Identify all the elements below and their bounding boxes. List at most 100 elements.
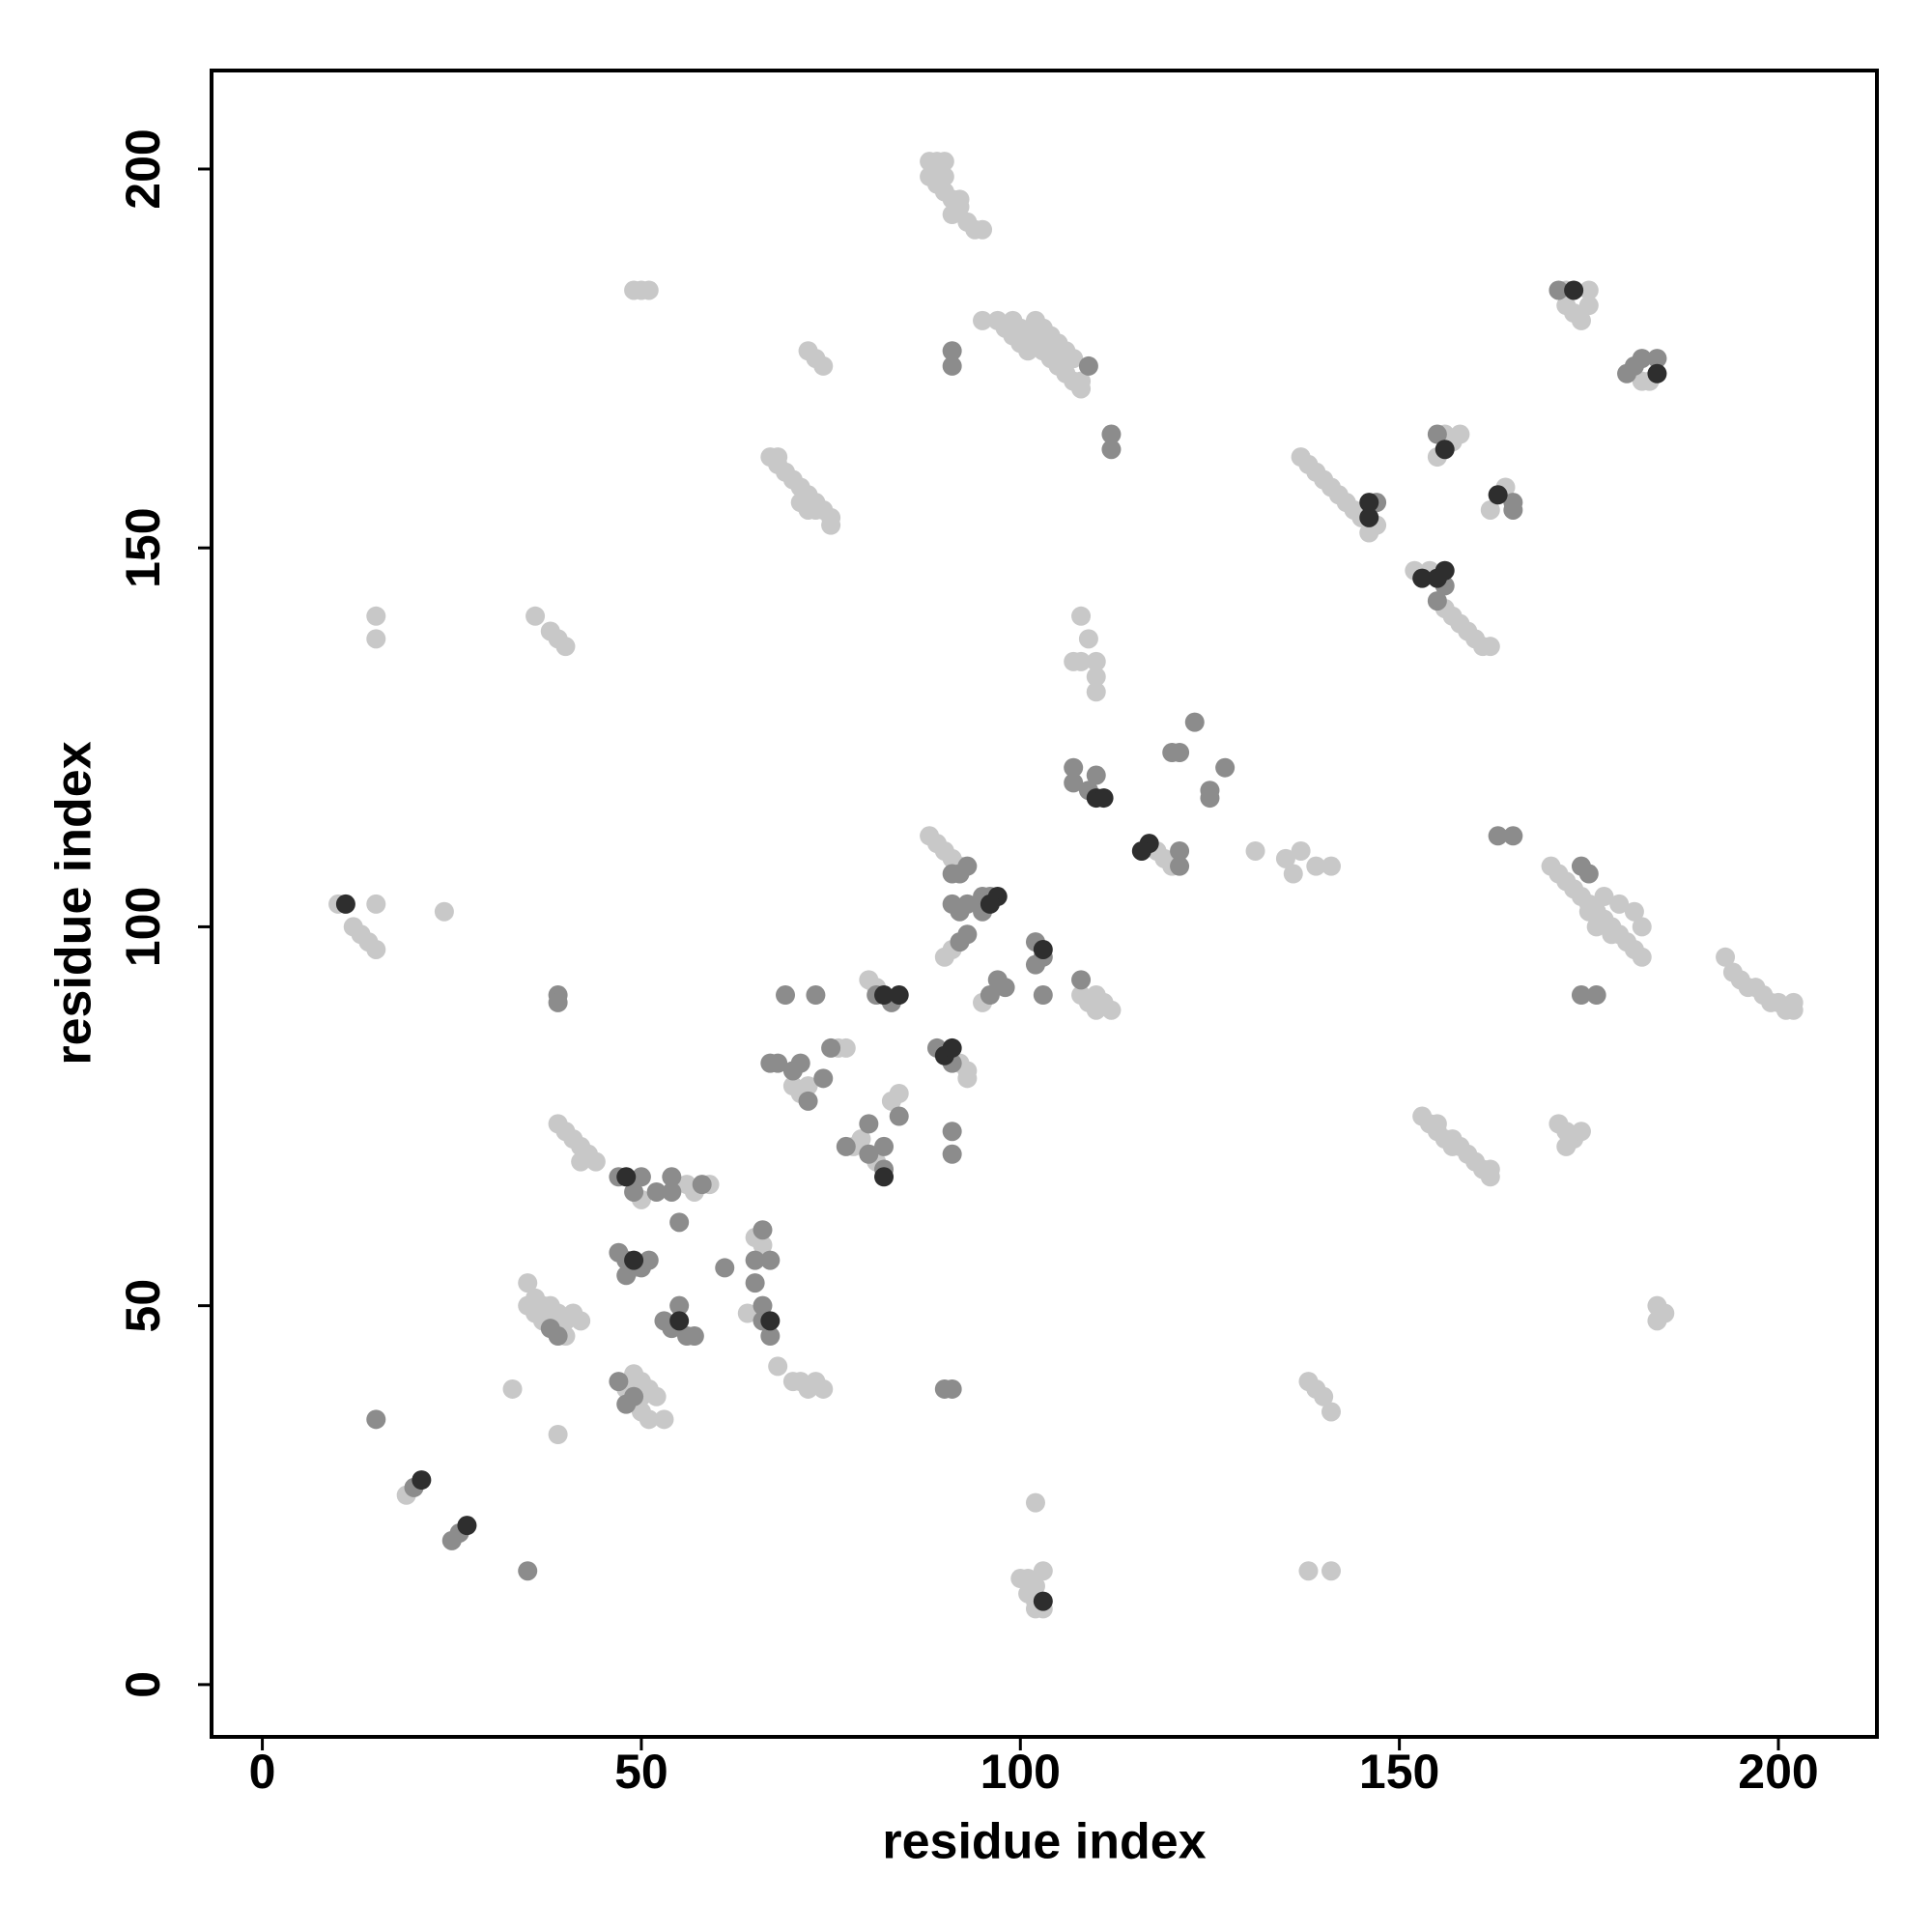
contact-point — [813, 355, 834, 376]
contact-point — [692, 1175, 712, 1195]
contact-point — [1064, 349, 1084, 369]
contact-point — [1071, 651, 1092, 671]
contact-point — [624, 1250, 644, 1270]
contact-point — [624, 1181, 644, 1202]
contact-point — [889, 1106, 909, 1126]
contact-point — [1427, 591, 1447, 611]
contact-point — [973, 219, 993, 240]
y-tick-label: 150 — [116, 507, 170, 587]
contact-point — [1101, 440, 1122, 460]
contact-point — [934, 166, 954, 186]
contact-point — [1064, 757, 1084, 778]
contact-point — [753, 1235, 773, 1255]
contact-point — [1564, 280, 1584, 300]
contact-point — [1071, 970, 1092, 990]
contact-point — [1291, 840, 1311, 861]
contact-point — [669, 1212, 690, 1233]
contact-point — [1101, 1000, 1122, 1020]
contact-point — [798, 1091, 818, 1111]
contact-point — [1632, 371, 1652, 391]
contact-point — [1245, 840, 1265, 861]
contact-point — [760, 1311, 781, 1331]
contact-point — [973, 310, 993, 330]
contact-point — [1025, 1492, 1045, 1513]
contact-point — [934, 947, 954, 967]
contact-point — [806, 985, 826, 1006]
y-axis-title: residue index — [46, 741, 102, 1065]
contact-point — [1435, 560, 1455, 581]
contact-point — [548, 992, 568, 1012]
contact-point — [548, 1326, 568, 1347]
contact-point — [950, 932, 970, 952]
contact-point — [1071, 606, 1092, 626]
contact-point — [335, 894, 355, 914]
contact-point — [1086, 667, 1106, 687]
contact-point — [980, 894, 1000, 914]
contact-point — [571, 1151, 591, 1172]
contact-point — [745, 1250, 765, 1270]
x-tick-label: 50 — [614, 1745, 668, 1799]
contact-point — [1647, 363, 1667, 384]
contact-point — [1480, 1167, 1500, 1187]
contact-point — [1086, 765, 1106, 785]
contact-point — [1078, 355, 1098, 376]
contact-point — [1480, 499, 1500, 520]
contact-point — [1086, 1000, 1106, 1020]
contact-point — [616, 1167, 637, 1187]
contact-point — [950, 189, 970, 210]
contact-point — [366, 939, 386, 959]
y-tick-label: 50 — [116, 1279, 170, 1333]
contact-point — [609, 1372, 629, 1392]
contact-point — [1716, 947, 1736, 967]
contact-point — [366, 1409, 386, 1430]
contact-point — [1359, 507, 1379, 527]
contact-point — [684, 1326, 704, 1347]
contact-point — [662, 1167, 682, 1187]
contact-point — [1412, 568, 1433, 588]
contact-point — [1442, 1129, 1463, 1150]
contact-point — [768, 1356, 788, 1377]
x-tick-label: 150 — [1359, 1745, 1439, 1799]
contact-point — [760, 1326, 781, 1347]
contact-point — [1033, 939, 1053, 959]
contact-point — [859, 1114, 879, 1134]
contact-point — [1586, 985, 1606, 1006]
contact-point — [646, 1386, 667, 1406]
contact-point — [874, 1136, 895, 1156]
contact-point — [980, 985, 1000, 1006]
x-tick-label: 200 — [1738, 1745, 1818, 1799]
contact-point — [957, 894, 978, 914]
contact-point — [753, 1220, 773, 1240]
contact-point — [669, 1311, 690, 1331]
contact-point — [1435, 440, 1455, 460]
contact-point — [889, 1084, 909, 1104]
contact-point — [942, 1037, 962, 1058]
x-tick-label: 0 — [249, 1745, 276, 1799]
plot-frame — [210, 69, 1879, 1739]
contact-point — [616, 1265, 637, 1286]
contact-point — [942, 1122, 962, 1142]
contact-point — [1033, 1561, 1053, 1581]
contact-point — [1632, 917, 1652, 937]
contact-point — [457, 1516, 477, 1536]
contact-point — [790, 1053, 810, 1073]
contact-point — [1283, 864, 1303, 884]
contact-point — [1033, 1591, 1053, 1611]
contact-point — [715, 1258, 735, 1278]
x-axis-title: residue index — [882, 1814, 1206, 1870]
contact-point — [1064, 773, 1084, 793]
contact-point — [366, 894, 386, 914]
contact-point — [1359, 493, 1379, 513]
contact-point — [1632, 349, 1652, 369]
contact-point — [1503, 826, 1523, 846]
contact-point — [737, 1303, 757, 1323]
contact-point — [889, 985, 909, 1006]
contact-point — [616, 1394, 637, 1414]
contact-point — [745, 1273, 765, 1293]
contact-point — [1624, 901, 1644, 922]
contact-point — [798, 1076, 818, 1096]
contact-point — [957, 1068, 978, 1089]
contact-point — [806, 1372, 826, 1392]
contact-point — [950, 864, 970, 884]
contact-point — [1078, 629, 1098, 649]
